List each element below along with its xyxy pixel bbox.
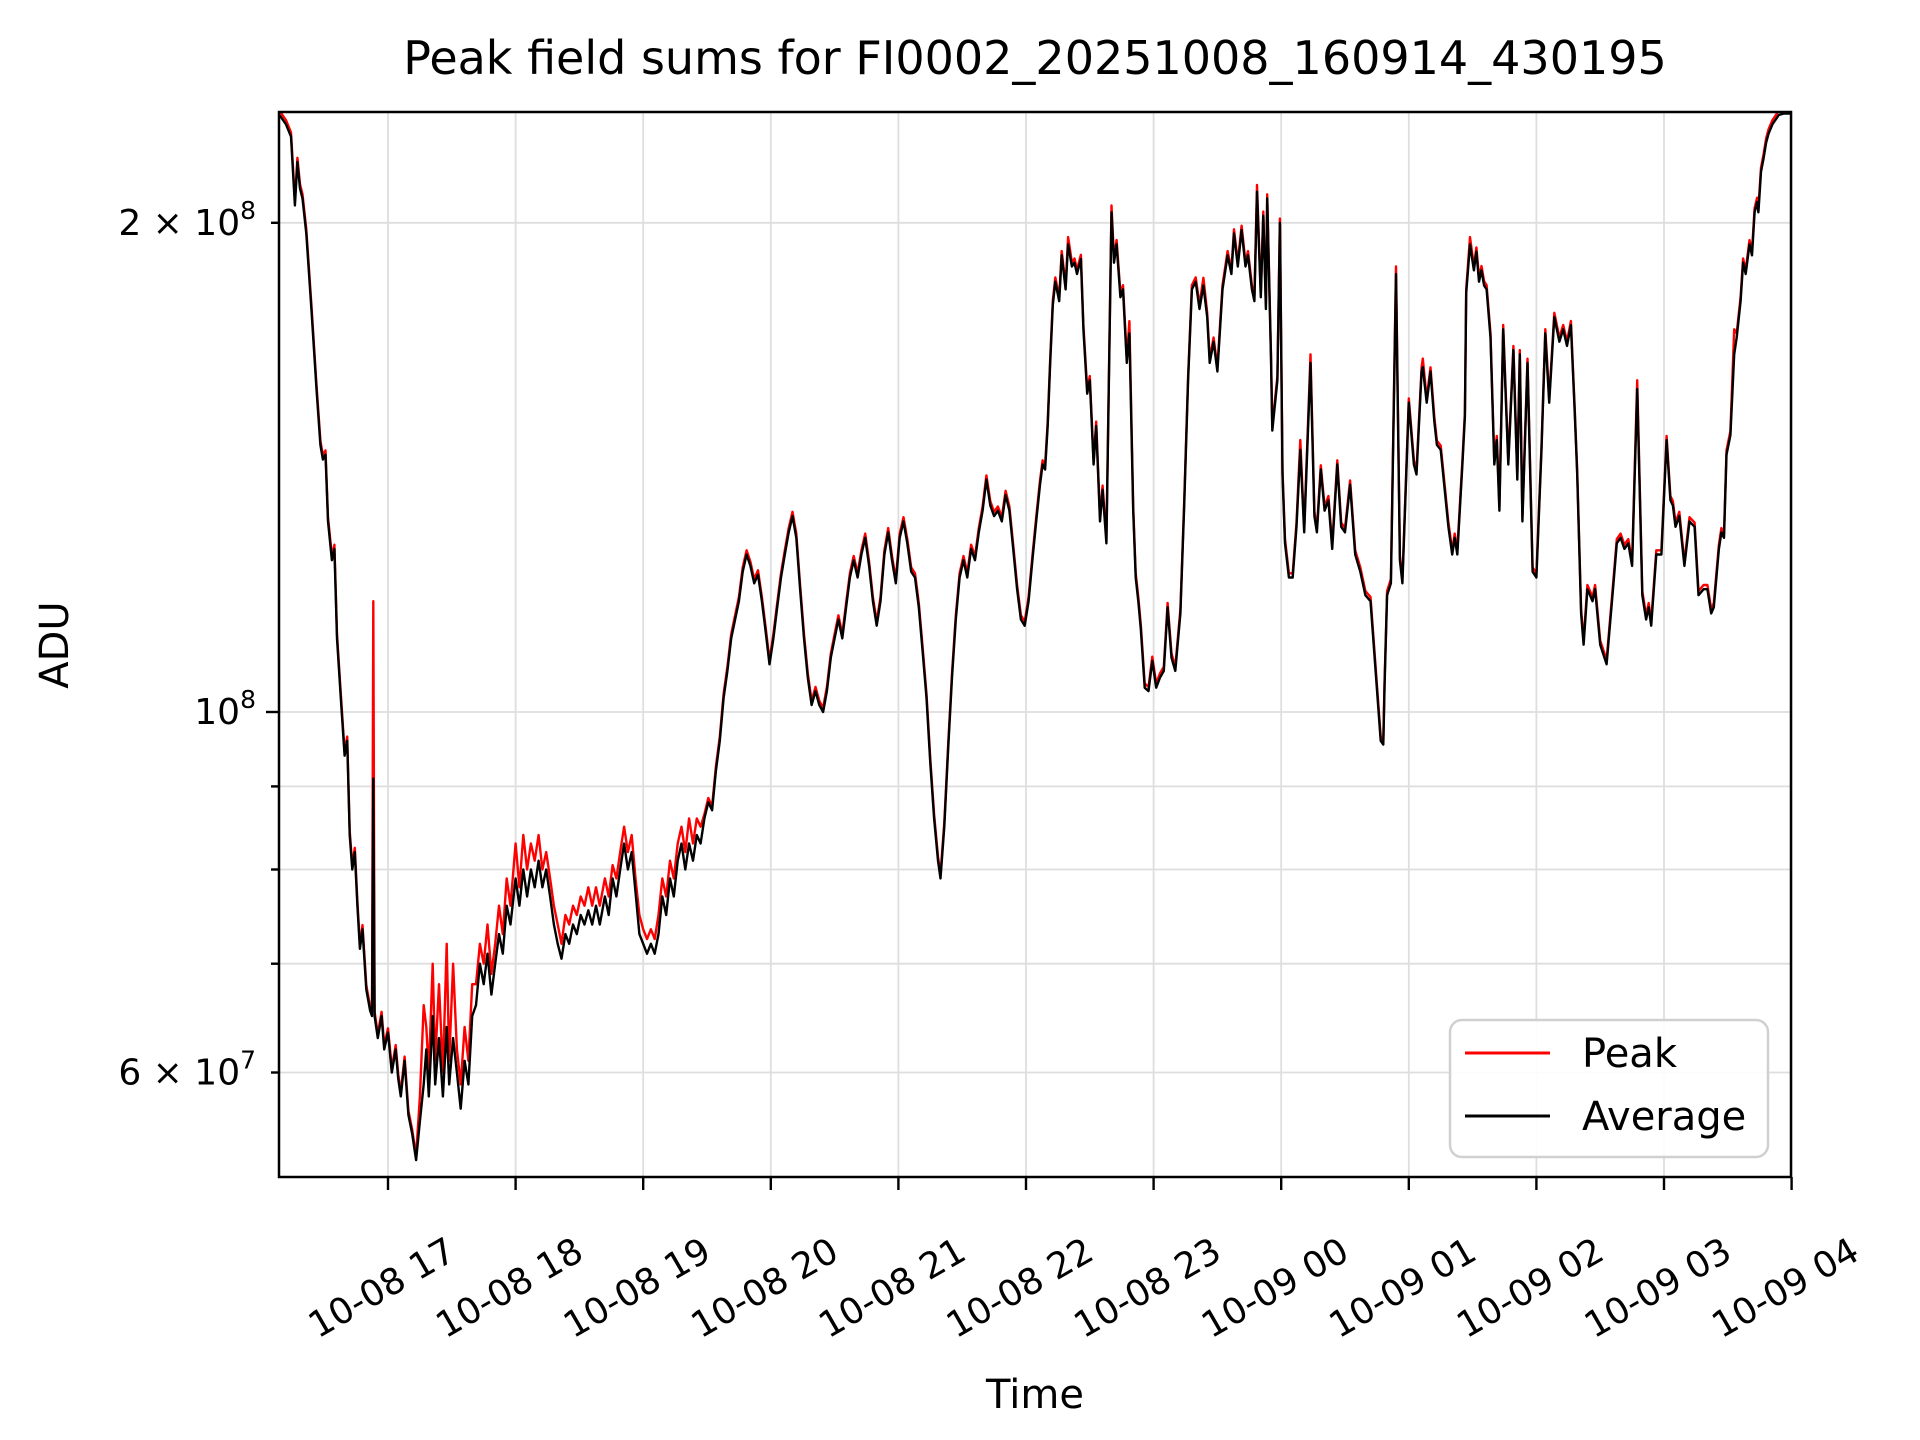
plot-border (277, 110, 1793, 1179)
x-tick-label: 10-09 02 (1450, 1230, 1611, 1346)
x-axis-label: Time (985, 1372, 1084, 1418)
legend-peak-label: Peak (1582, 1031, 1678, 1077)
y-tick-label: 2 × 108 (118, 196, 256, 244)
x-tick-label: 10-08 17 (302, 1230, 463, 1346)
x-tick-label: 10-08 21 (812, 1230, 973, 1346)
x-tick-label: 10-08 23 (1067, 1230, 1228, 1346)
y-tick-label: 6 × 107 (118, 1046, 256, 1094)
x-tick-label: 10-09 03 (1578, 1230, 1739, 1346)
x-tick-label: 10-08 18 (429, 1230, 590, 1346)
x-tick-label: 10-08 19 (557, 1230, 718, 1346)
x-tick-label: 10-08 22 (940, 1230, 1101, 1346)
x-tick-label: 10-08 20 (685, 1230, 846, 1346)
legend: Peak Average (1448, 1018, 1770, 1159)
plot-area (279, 112, 1791, 1177)
y-axis-label: ADU (32, 601, 78, 688)
y-axis: 2 × 108 108 6 × 107 (118, 196, 279, 1094)
x-tick-label: 10-09 00 (1195, 1230, 1356, 1346)
average-line (279, 112, 1791, 1162)
x-tick-label: 10-09 01 (1323, 1230, 1484, 1346)
legend-average-label: Average (1582, 1094, 1746, 1140)
x-tick-label: 10-09 04 (1705, 1230, 1866, 1346)
chart-title: Peak field sums for FI0002_20251008_1609… (403, 31, 1667, 85)
y-tick-label: 108 (194, 685, 256, 733)
